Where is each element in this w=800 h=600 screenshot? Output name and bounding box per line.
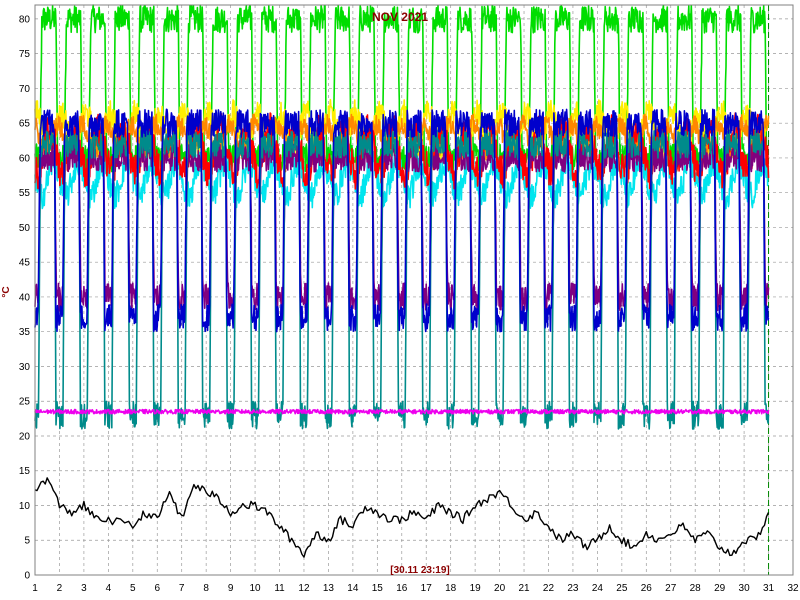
- x-tick-label: 11: [274, 583, 285, 594]
- y-tick-label: 25: [19, 397, 31, 408]
- x-tick-label: 12: [298, 583, 310, 594]
- x-tick-label: 2: [57, 583, 63, 594]
- x-tick-label: 31: [763, 583, 775, 594]
- x-tick-label: 16: [396, 583, 408, 594]
- y-tick-label: 30: [19, 362, 31, 373]
- x-tick-label: 5: [130, 583, 136, 594]
- y-tick-label: 5: [24, 536, 30, 547]
- x-tick-label: 17: [421, 583, 433, 594]
- x-tick-label: 24: [592, 583, 604, 594]
- y-tick-label: 70: [19, 84, 31, 95]
- x-tick-label: 7: [179, 583, 185, 594]
- y-tick-label: 40: [19, 292, 31, 303]
- y-tick-label: 80: [19, 14, 31, 25]
- y-tick-label: 65: [19, 119, 31, 130]
- x-tick-label: 29: [714, 583, 726, 594]
- y-tick-label: 60: [19, 153, 31, 164]
- y-tick-label: 0: [24, 571, 30, 582]
- y-tick-label: 55: [19, 188, 31, 199]
- x-tick-label: 18: [445, 583, 457, 594]
- x-tick-label: 14: [347, 583, 359, 594]
- x-tick-label: 6: [154, 583, 160, 594]
- x-tick-label: 26: [641, 583, 653, 594]
- y-tick-label: 45: [19, 258, 31, 269]
- x-tick-label: 27: [665, 583, 677, 594]
- series-line: [34, 477, 770, 558]
- x-tick-label: 9: [228, 583, 234, 594]
- x-tick-label: 30: [739, 583, 751, 594]
- series-line: [34, 143, 770, 312]
- series-line: [34, 112, 770, 190]
- y-tick-label: 35: [19, 327, 31, 338]
- x-tick-label: 19: [470, 583, 482, 594]
- x-tick-label: 13: [323, 583, 335, 594]
- x-tick-label: 28: [690, 583, 702, 594]
- x-tick-label: 23: [567, 583, 579, 594]
- x-tick-label: 10: [250, 583, 262, 594]
- x-tick-label: 21: [518, 583, 530, 594]
- y-tick-label: 15: [19, 466, 31, 477]
- x-tick-label: 32: [787, 583, 799, 594]
- x-tick-label: 4: [106, 583, 112, 594]
- series-line: [34, 113, 770, 161]
- x-tick-label: 3: [81, 583, 87, 594]
- series-line: [34, 408, 770, 415]
- y-tick-label: 75: [19, 49, 31, 60]
- x-tick-label: 15: [372, 583, 384, 594]
- chart-title: NOV 2021: [372, 10, 428, 24]
- timestamp-label: [30.11 23:19]: [390, 565, 450, 576]
- series-line: [34, 108, 770, 333]
- y-axis-label: °C: [1, 286, 12, 297]
- x-tick-label: 20: [494, 583, 506, 594]
- grid: [34, 5, 794, 576]
- y-tick-label: 10: [19, 501, 31, 512]
- y-tick-label: 20: [19, 431, 31, 442]
- x-tick-label: 22: [543, 583, 555, 594]
- x-tick-label: 1: [32, 583, 38, 594]
- x-tick-label: 8: [203, 583, 209, 594]
- plot-frame: [34, 4, 794, 576]
- y-tick-label: 50: [19, 223, 31, 234]
- series-layer: [34, 4, 770, 558]
- x-tick-label: 25: [616, 583, 628, 594]
